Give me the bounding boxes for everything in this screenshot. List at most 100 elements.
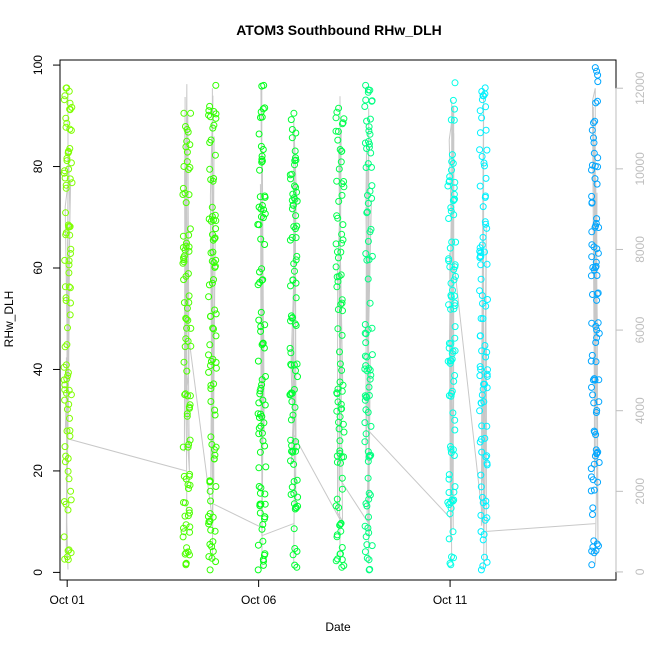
data-point — [292, 183, 300, 191]
data-point — [61, 396, 69, 404]
data-point — [337, 271, 345, 279]
data-point — [179, 259, 187, 267]
data-point — [259, 339, 267, 347]
data-point — [61, 381, 69, 389]
data-point — [261, 104, 269, 112]
data-point — [481, 248, 488, 256]
data-point — [476, 332, 484, 340]
data-point — [484, 296, 491, 303]
data-point — [476, 252, 484, 260]
altitude-connector — [261, 523, 294, 537]
data-point — [337, 527, 345, 535]
data-point — [477, 365, 485, 373]
data-point — [479, 300, 486, 307]
data-point — [366, 115, 374, 123]
data-point — [183, 412, 191, 420]
data-point — [185, 485, 192, 492]
data-point — [479, 562, 487, 570]
data-point — [210, 455, 218, 463]
data-point — [595, 459, 603, 466]
data-point — [60, 533, 68, 541]
data-point — [206, 102, 214, 110]
data-point — [254, 541, 262, 549]
data-point — [182, 143, 190, 151]
y-tick-label: 60 — [31, 261, 45, 275]
data-point — [590, 139, 598, 147]
data-point — [478, 96, 486, 104]
altitude-connector — [451, 241, 485, 528]
data-point — [255, 203, 263, 211]
data-point — [63, 119, 71, 127]
data-point — [206, 341, 214, 349]
data-point — [593, 540, 601, 548]
data-point — [445, 344, 453, 352]
y-right-tick-label: 8000 — [633, 236, 647, 263]
data-point — [363, 209, 371, 217]
data-point — [180, 358, 188, 366]
data-point — [207, 433, 215, 441]
data-point — [451, 105, 458, 113]
data-point — [204, 513, 212, 520]
data-point — [258, 276, 266, 284]
data-point — [67, 299, 74, 307]
data-point — [67, 391, 75, 399]
data-point — [291, 267, 298, 275]
data-point — [290, 460, 298, 468]
data-point — [183, 158, 191, 166]
data-point — [483, 260, 491, 268]
data-point — [65, 475, 73, 483]
data-point — [479, 233, 487, 241]
data-point — [361, 365, 369, 373]
data-point — [291, 561, 299, 569]
data-point — [291, 161, 298, 169]
data-point — [64, 556, 72, 564]
data-point — [61, 458, 69, 466]
data-point — [212, 256, 220, 264]
data-point — [588, 319, 596, 327]
data-point — [333, 248, 341, 256]
data-point — [478, 114, 486, 122]
data-point — [448, 355, 456, 363]
data-point — [333, 533, 341, 541]
data-point — [592, 547, 600, 555]
data-point — [212, 483, 220, 490]
data-point — [478, 153, 486, 160]
data-point — [180, 258, 188, 266]
data-point — [294, 493, 302, 501]
y-right-tick-label: 10000 — [633, 152, 647, 186]
data-point — [363, 394, 371, 401]
data-point — [445, 535, 453, 543]
data-point — [592, 339, 600, 346]
data-point — [65, 269, 73, 277]
data-point — [66, 414, 73, 422]
data-point — [288, 447, 295, 455]
data-point — [366, 299, 374, 307]
data-point — [65, 165, 73, 173]
data-point — [361, 352, 369, 360]
data-point — [255, 464, 263, 472]
data-point — [256, 166, 264, 174]
data-point — [66, 284, 74, 292]
data-point — [446, 510, 454, 518]
data-point — [445, 475, 453, 483]
data-point — [447, 561, 455, 569]
data-point — [289, 448, 297, 456]
data-point — [288, 126, 296, 133]
data-point — [212, 558, 220, 566]
data-point — [65, 222, 73, 230]
data-point — [61, 443, 69, 451]
data-point — [212, 332, 220, 340]
data-point — [479, 92, 487, 100]
data-point — [289, 551, 297, 559]
data-point — [60, 363, 68, 371]
data-point — [593, 334, 601, 342]
data-point — [179, 232, 187, 240]
data-point — [207, 381, 215, 389]
data-point — [450, 190, 458, 198]
data-point — [182, 521, 190, 529]
data-point — [448, 166, 455, 174]
data-point — [362, 430, 370, 438]
data-point — [366, 491, 374, 499]
data-point — [338, 366, 346, 374]
data-point — [592, 99, 600, 107]
